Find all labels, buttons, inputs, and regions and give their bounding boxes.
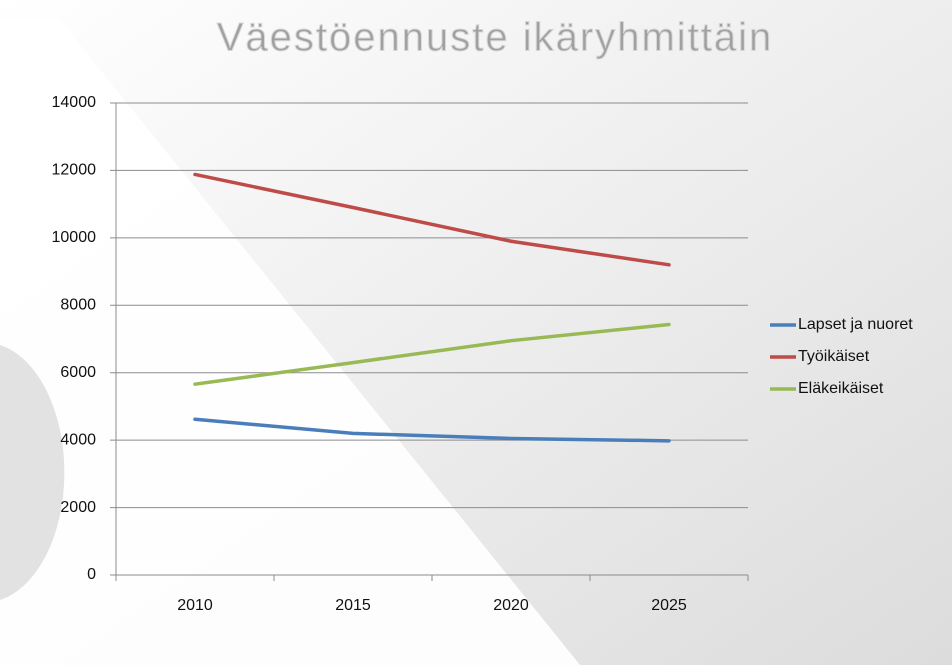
decor-shape	[0, 20, 580, 665]
y-tick-label: 8000	[60, 297, 96, 314]
y-tick-label: 4000	[60, 431, 96, 448]
y-tick-label: 14000	[52, 94, 97, 111]
line	[193, 322, 671, 386]
legend-label: Eläkeikäiset	[798, 380, 884, 397]
y-tick-label: 2000	[60, 499, 96, 516]
legend-label: Työikäiset	[798, 348, 870, 365]
y-tick-label: 6000	[60, 364, 96, 381]
decor-circle	[0, 345, 65, 600]
x-tick-label: 2025	[651, 597, 687, 614]
y-tick-label: 0	[87, 566, 96, 583]
line	[193, 417, 671, 443]
x-tick-label: 2015	[335, 597, 371, 614]
x-tick-label: 2020	[493, 597, 529, 614]
x-tick-label: 2010	[177, 597, 213, 614]
y-tick-label: 12000	[52, 162, 97, 179]
line	[193, 172, 671, 267]
y-tick-label: 10000	[52, 229, 97, 246]
chart-title: Väestöennuste ikäryhmittäin	[217, 16, 774, 60]
legend-label: Lapset ja nuoret	[798, 316, 913, 333]
